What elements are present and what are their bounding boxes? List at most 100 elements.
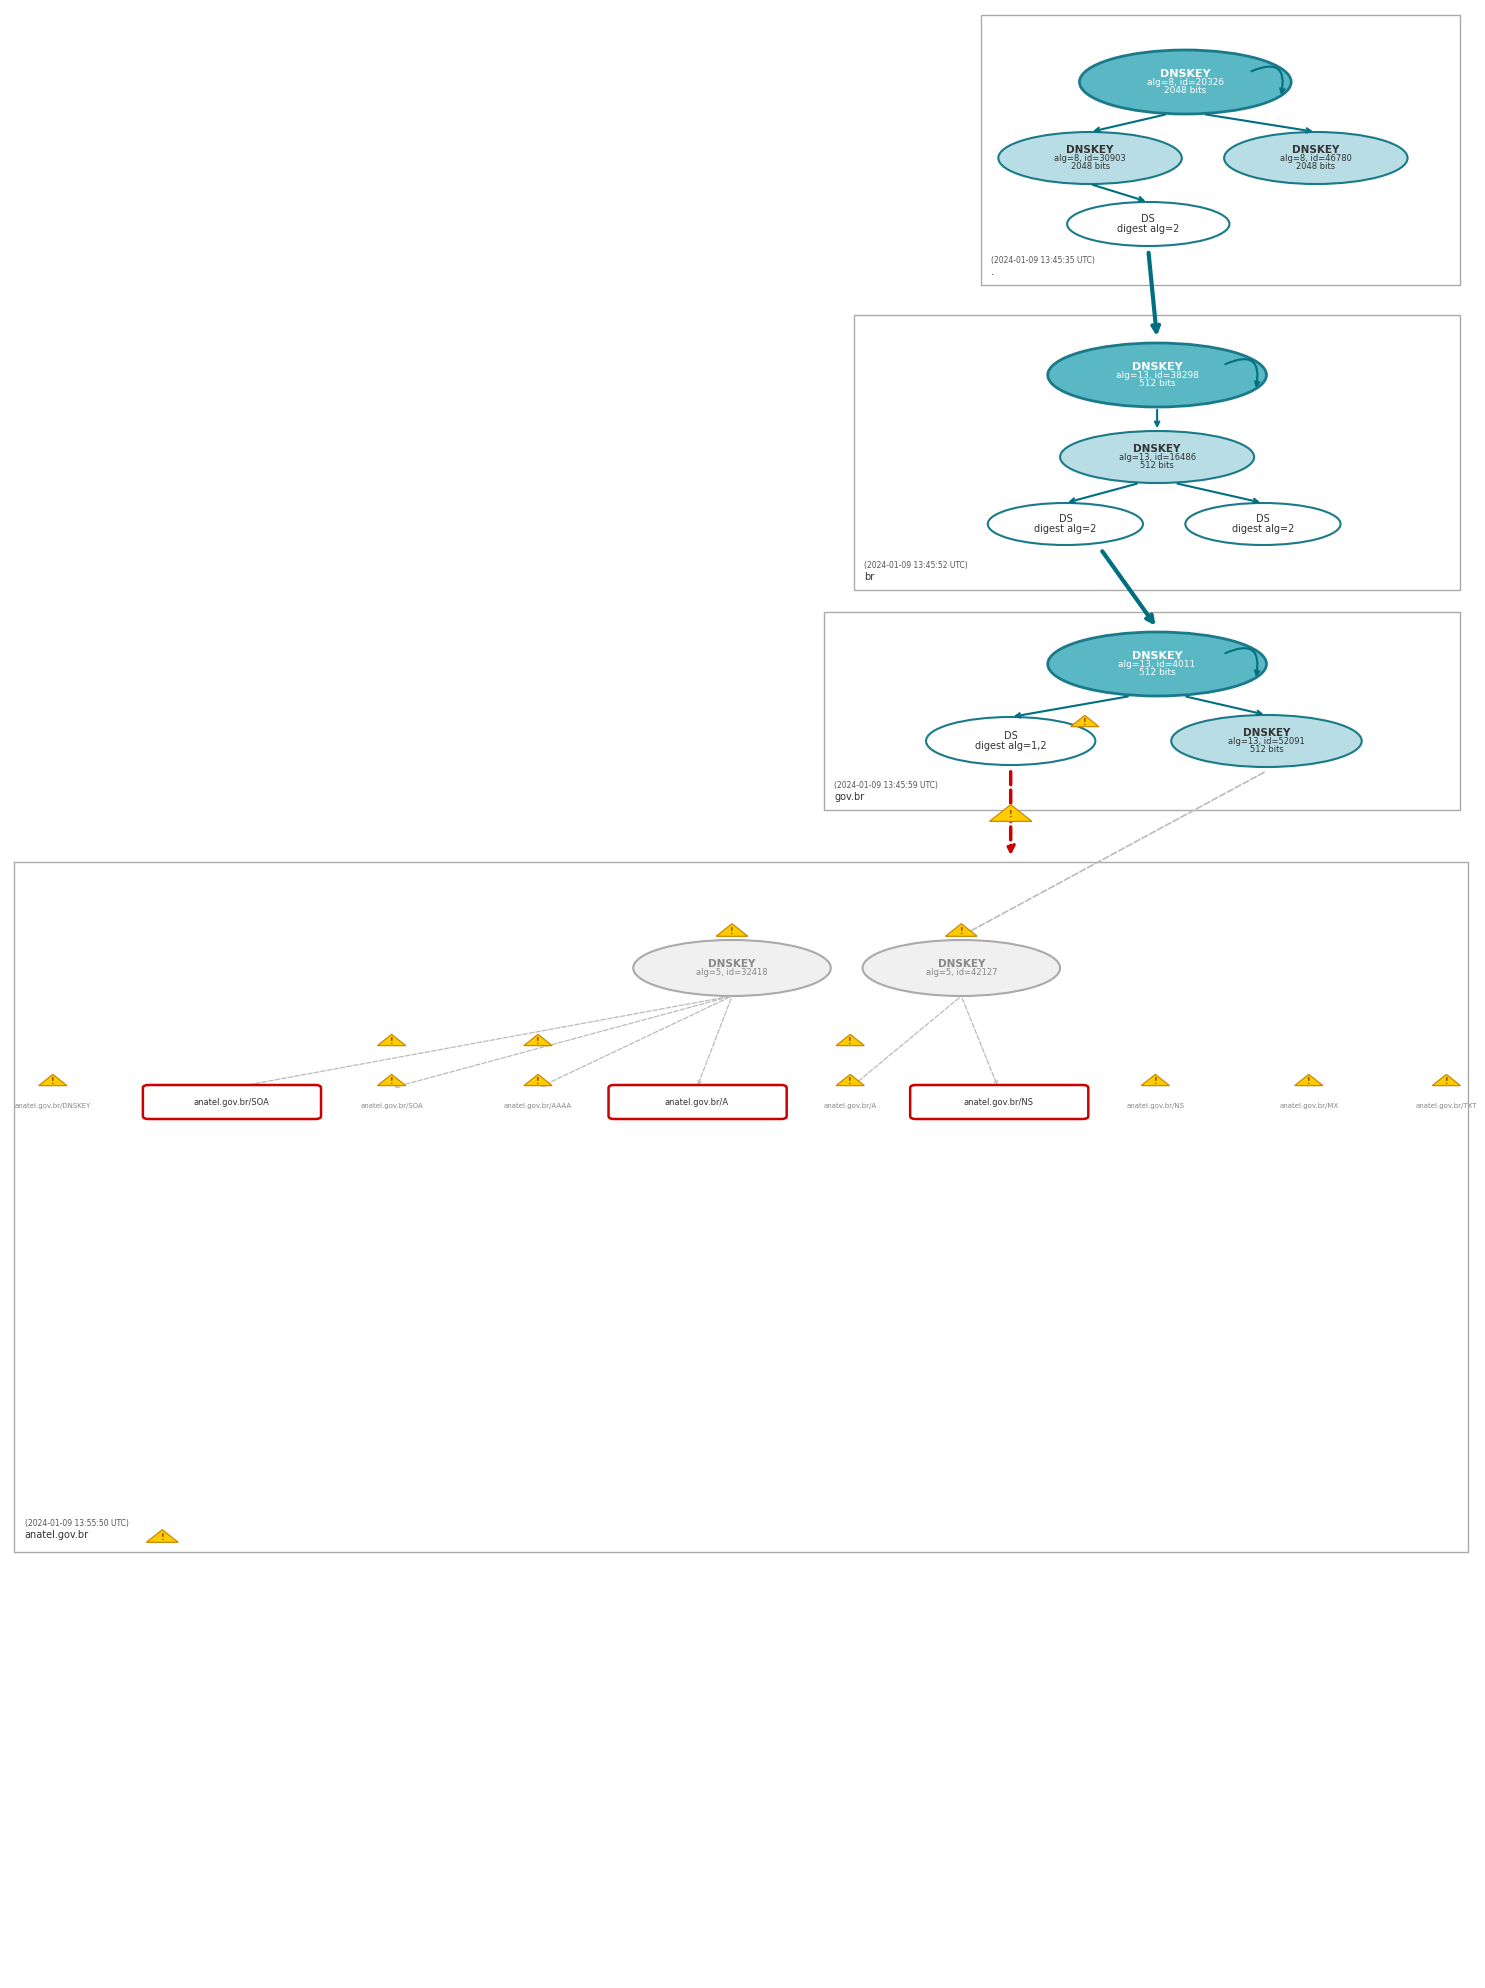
Text: anatel.gov.br/NS: anatel.gov.br/NS — [1126, 1103, 1185, 1109]
Text: alg=5, id=42127: alg=5, id=42127 — [925, 968, 996, 976]
Text: DS: DS — [1059, 515, 1072, 525]
Text: !: ! — [1307, 1077, 1311, 1085]
Text: DS: DS — [1004, 732, 1017, 742]
Bar — [854, 314, 1460, 590]
Text: alg=8, id=30903: alg=8, id=30903 — [1054, 153, 1126, 163]
Text: !: ! — [959, 926, 964, 936]
Text: br: br — [864, 573, 875, 582]
Polygon shape — [39, 1074, 67, 1085]
Text: DNSKEY: DNSKEY — [937, 958, 985, 968]
Polygon shape — [1071, 716, 1099, 726]
Polygon shape — [946, 924, 977, 936]
Polygon shape — [989, 805, 1032, 821]
Ellipse shape — [998, 131, 1182, 185]
FancyBboxPatch shape — [143, 1085, 321, 1119]
Text: DNSKEY: DNSKEY — [708, 958, 756, 968]
Text: DNSKEY: DNSKEY — [1132, 362, 1182, 372]
Text: digest alg=2: digest alg=2 — [1231, 525, 1293, 535]
Polygon shape — [836, 1074, 864, 1085]
Ellipse shape — [1172, 716, 1362, 767]
Text: (2024-01-09 13:55:50 UTC): (2024-01-09 13:55:50 UTC) — [25, 1519, 129, 1529]
Text: DNSKEY: DNSKEY — [1292, 145, 1339, 155]
Text: 512 bits: 512 bits — [1139, 378, 1176, 388]
Ellipse shape — [1080, 50, 1290, 113]
Text: !: ! — [848, 1036, 852, 1046]
Text: 2048 bits: 2048 bits — [1071, 161, 1109, 171]
Polygon shape — [836, 1034, 864, 1046]
Text: !: ! — [389, 1036, 394, 1046]
Text: !: ! — [50, 1077, 55, 1085]
Text: alg=13, id=52091: alg=13, id=52091 — [1228, 736, 1305, 746]
Text: alg=13, id=4011: alg=13, id=4011 — [1118, 660, 1195, 668]
Polygon shape — [147, 1529, 178, 1543]
Text: .: . — [992, 266, 995, 276]
Text: anatel.gov.br/NS: anatel.gov.br/NS — [964, 1097, 1034, 1107]
Text: DNSKEY: DNSKEY — [1133, 443, 1181, 453]
Text: !: ! — [536, 1077, 539, 1085]
Bar — [15, 863, 1467, 1553]
Text: digest alg=2: digest alg=2 — [1117, 225, 1179, 235]
Ellipse shape — [863, 940, 1060, 996]
Text: anatel.gov.br/SOA: anatel.gov.br/SOA — [193, 1097, 269, 1107]
Text: anatel.gov.br/A: anatel.gov.br/A — [824, 1103, 876, 1109]
Text: DNSKEY: DNSKEY — [1132, 650, 1182, 660]
Text: alg=5, id=32418: alg=5, id=32418 — [696, 968, 768, 976]
Text: (2024-01-09 13:45:35 UTC): (2024-01-09 13:45:35 UTC) — [992, 256, 1094, 264]
Polygon shape — [1432, 1074, 1460, 1085]
Ellipse shape — [1048, 344, 1267, 408]
Ellipse shape — [1185, 503, 1341, 545]
Text: !: ! — [389, 1077, 394, 1085]
Text: anatel.gov.br/DNSKEY: anatel.gov.br/DNSKEY — [15, 1103, 91, 1109]
Text: 2048 bits: 2048 bits — [1164, 85, 1206, 95]
Text: (2024-01-09 13:45:52 UTC): (2024-01-09 13:45:52 UTC) — [864, 561, 968, 571]
Ellipse shape — [1060, 431, 1255, 483]
Text: DNSKEY: DNSKEY — [1243, 728, 1290, 738]
Text: alg=13, id=38298: alg=13, id=38298 — [1115, 370, 1198, 380]
Text: 2048 bits: 2048 bits — [1296, 161, 1335, 171]
Text: 512 bits: 512 bits — [1249, 744, 1283, 753]
Text: anatel.gov.br: anatel.gov.br — [25, 1531, 89, 1541]
Text: !: ! — [731, 926, 734, 936]
Polygon shape — [1142, 1074, 1170, 1085]
Polygon shape — [716, 924, 748, 936]
Ellipse shape — [927, 718, 1096, 765]
Text: digest alg=1,2: digest alg=1,2 — [974, 742, 1047, 751]
Text: !: ! — [536, 1036, 539, 1046]
Polygon shape — [1295, 1074, 1323, 1085]
Ellipse shape — [633, 940, 830, 996]
FancyBboxPatch shape — [609, 1085, 787, 1119]
Polygon shape — [377, 1074, 405, 1085]
Text: !: ! — [1083, 718, 1087, 728]
Text: !: ! — [848, 1077, 852, 1085]
Bar — [980, 16, 1460, 284]
Text: !: ! — [160, 1533, 163, 1543]
Ellipse shape — [1048, 632, 1267, 696]
Text: !: ! — [1154, 1077, 1157, 1085]
Ellipse shape — [1068, 203, 1230, 247]
Text: !: ! — [1008, 811, 1013, 819]
Text: alg=13, id=16486: alg=13, id=16486 — [1118, 453, 1195, 461]
Text: 512 bits: 512 bits — [1139, 668, 1176, 676]
Text: gov.br: gov.br — [835, 791, 864, 801]
Text: DNSKEY: DNSKEY — [1066, 145, 1114, 155]
Text: !: ! — [1445, 1077, 1448, 1085]
Text: anatel.gov.br/TXT: anatel.gov.br/TXT — [1415, 1103, 1478, 1109]
Polygon shape — [524, 1074, 552, 1085]
Text: digest alg=2: digest alg=2 — [1034, 525, 1096, 535]
Polygon shape — [524, 1034, 552, 1046]
Text: anatel.gov.br/SOA: anatel.gov.br/SOA — [361, 1103, 423, 1109]
Ellipse shape — [1224, 131, 1408, 185]
Text: DS: DS — [1256, 515, 1270, 525]
Ellipse shape — [988, 503, 1143, 545]
Text: alg=8, id=20326: alg=8, id=20326 — [1146, 78, 1224, 87]
Polygon shape — [377, 1034, 405, 1046]
Text: (2024-01-09 13:45:59 UTC): (2024-01-09 13:45:59 UTC) — [835, 781, 939, 789]
Text: alg=8, id=46780: alg=8, id=46780 — [1280, 153, 1351, 163]
Text: anatel.gov.br/A: anatel.gov.br/A — [665, 1097, 729, 1107]
Text: DNSKEY: DNSKEY — [1160, 70, 1210, 80]
Text: DS: DS — [1142, 215, 1155, 225]
Bar — [824, 612, 1460, 809]
Text: 512 bits: 512 bits — [1140, 461, 1175, 469]
Text: anatel.gov.br/MX: anatel.gov.br/MX — [1279, 1103, 1338, 1109]
Text: anatel.gov.br/AAAA: anatel.gov.br/AAAA — [503, 1103, 572, 1109]
